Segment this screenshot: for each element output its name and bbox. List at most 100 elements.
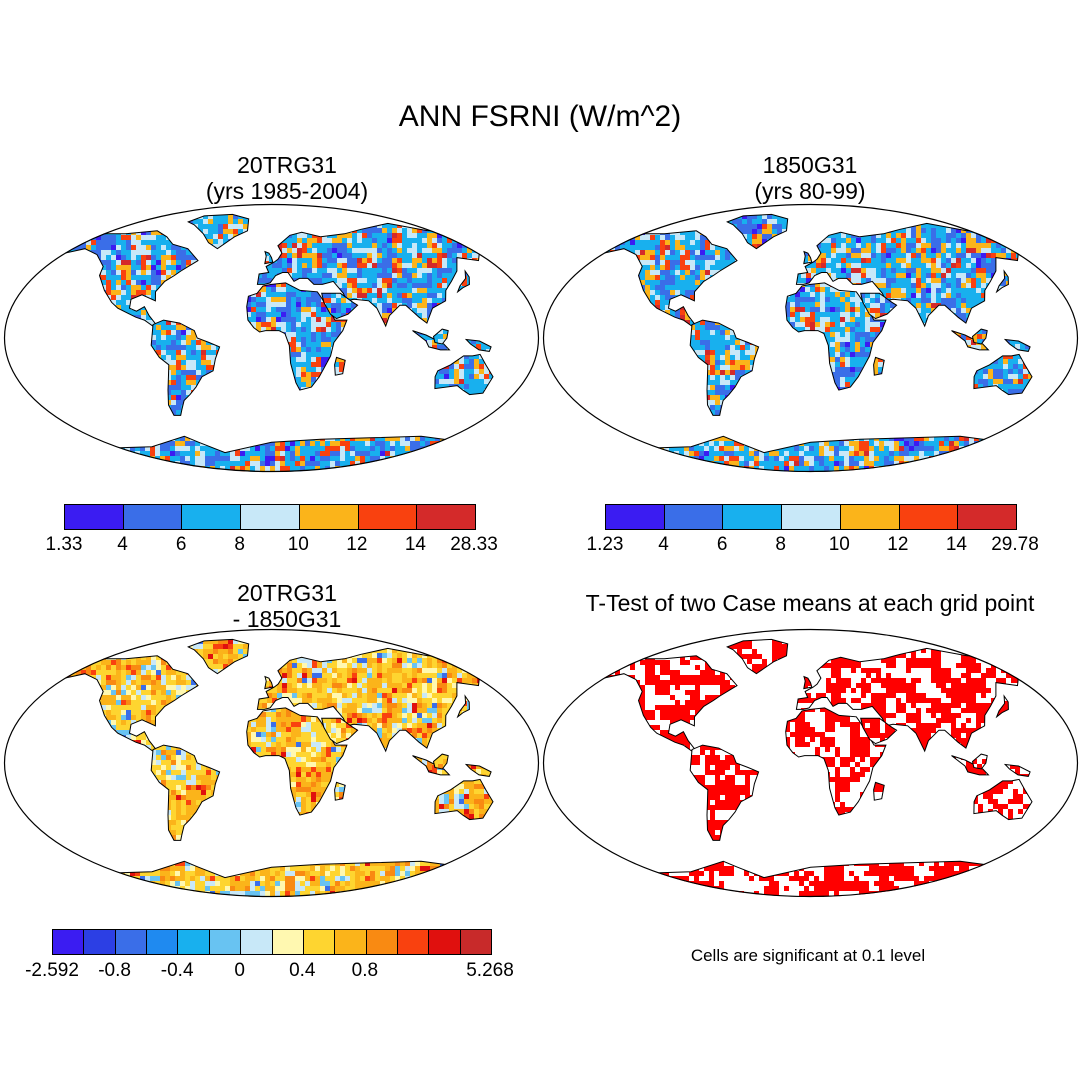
map-frame — [3, 628, 540, 898]
coastline-borneo — [432, 753, 449, 770]
map-frame — [542, 628, 1079, 898]
colorbar-swatch — [115, 930, 148, 954]
coastline-arabia — [860, 292, 898, 320]
land-south-america — [151, 745, 220, 841]
colorbar-tick-label: 29.78 — [991, 534, 1039, 555]
colorbar-tick-label: 14 — [404, 534, 426, 555]
land-greenland — [188, 639, 249, 674]
coastline-borneo — [971, 328, 988, 345]
significance-note: Cells are significant at 0.1 level — [690, 946, 926, 965]
colorbar-case2-labels: 1.23 4 6 8 10 12 14 29.78 — [587, 534, 1039, 556]
panel-title-diff-line1: 20TRG31 — [237, 580, 337, 606]
coastline-arabia — [860, 717, 898, 745]
coastline-uk — [803, 675, 813, 690]
colorbar-tick-label: 4 — [658, 534, 669, 555]
colorbar-swatch — [65, 505, 124, 529]
coastline-uk — [803, 250, 813, 265]
colorbar-case1 — [64, 504, 476, 530]
map-diff — [3, 628, 540, 898]
coastline-australia — [434, 353, 494, 396]
coastline-south-america — [150, 744, 221, 841]
panel-title-diff: 20TRG31 - 1850G31 — [87, 580, 487, 632]
panel-title-case2: 1850G31 (yrs 80-99) — [610, 152, 1010, 204]
colorbar-tick-label: 10 — [828, 534, 850, 555]
colorbar-tick-label: 5.268 — [466, 960, 514, 981]
colorbar-tick-label: -0.8 — [98, 960, 131, 981]
land-south-america — [690, 320, 759, 416]
land-greenland — [727, 214, 788, 249]
coastline-new-guinea — [1003, 338, 1031, 352]
coastline-north-america — [599, 655, 738, 752]
colorbar-tick-label: 0 — [234, 960, 245, 981]
coastline-africa — [785, 282, 887, 391]
coastline-north-america — [599, 230, 738, 327]
colorbar-swatch — [147, 930, 179, 954]
map-frame — [542, 203, 1079, 473]
panel-title-ttest: T-Test of two Case means at each grid po… — [585, 590, 1035, 616]
map-ttest — [542, 628, 1079, 898]
colorbar-tick-label: 10 — [287, 534, 309, 555]
coastline-eurasia — [256, 647, 496, 753]
colorbar-tick-label: 0.4 — [289, 960, 316, 981]
colorbar-swatch — [366, 930, 398, 954]
coastline-australia — [973, 778, 1033, 821]
land-australia — [973, 354, 1032, 395]
coastline-madagascar — [873, 356, 885, 376]
panel-title-case1: 20TRG31 (yrs 1985-2004) — [87, 152, 487, 204]
colorbar-swatch — [429, 930, 461, 954]
land-australia — [434, 779, 493, 820]
land-australia — [973, 779, 1032, 820]
figure-title: ANN FSRNI (W/m^2) — [398, 100, 682, 133]
colorbar-swatch — [123, 505, 183, 529]
colorbar-swatch — [335, 930, 367, 954]
colorbar-tick-label: 8 — [234, 534, 245, 555]
coastline-greenland — [726, 638, 789, 675]
colorbar-swatch — [723, 505, 783, 529]
coastline-uk — [264, 675, 274, 690]
coastline-south-america — [150, 319, 221, 416]
colorbar-swatch — [899, 505, 959, 529]
colorbar-swatch — [606, 505, 665, 529]
colorbar-tick-label: 12 — [887, 534, 909, 555]
colorbar-swatch — [209, 930, 242, 954]
land-south-america — [690, 745, 759, 841]
coastline-eurasia — [795, 647, 1035, 753]
map-frame — [3, 203, 540, 473]
coastline-north-america — [60, 230, 199, 327]
panel-title-case2-line2: (yrs 80-99) — [754, 178, 866, 204]
colorbar-tick-label: 14 — [945, 534, 967, 555]
coastline-greenland — [726, 213, 789, 250]
coastline-greenland — [187, 213, 250, 250]
panel-title-case1-line2: (yrs 1985-2004) — [205, 178, 369, 204]
coastline-japan — [456, 694, 470, 719]
map-case1 — [3, 203, 540, 473]
colorbar-swatch — [272, 930, 304, 954]
coastline-indonesia — [951, 755, 990, 776]
colorbar-swatch — [299, 505, 359, 529]
colorbar-diff-labels: -2.592 -0.8 -0.4 0 0.4 0.8 5.268 — [25, 960, 514, 982]
land-south-america — [151, 320, 220, 416]
coastline-africa — [246, 282, 348, 391]
colorbar-swatch — [53, 930, 85, 954]
colorbar-case2 — [605, 504, 1017, 530]
coastline-new-guinea — [1003, 763, 1031, 777]
coastline-indonesia — [951, 330, 990, 351]
colorbar-tick-label: 1.33 — [45, 534, 83, 555]
colorbar-tick-label: -0.4 — [160, 960, 194, 981]
colorbar-tick-label: 28.33 — [450, 534, 498, 555]
panel-title-case1-line1: 20TRG31 — [237, 152, 337, 178]
coastline-madagascar — [873, 781, 885, 801]
colorbar-swatch — [840, 505, 900, 529]
land-japan — [996, 696, 1009, 717]
colorbar-tick-label: 12 — [346, 534, 368, 555]
land-japan — [457, 271, 470, 292]
colorbar-case1-labels: 1.33 4 6 8 10 12 14 28.33 — [46, 534, 498, 556]
coastline-japan — [995, 694, 1009, 719]
colorbar-swatch — [178, 930, 210, 954]
land-greenland — [188, 214, 249, 249]
coastline-japan — [995, 269, 1009, 294]
coastline-africa — [785, 707, 887, 816]
coastline-madagascar — [334, 781, 346, 801]
coastline-madagascar — [334, 356, 346, 376]
colorbar-swatch — [397, 930, 430, 954]
